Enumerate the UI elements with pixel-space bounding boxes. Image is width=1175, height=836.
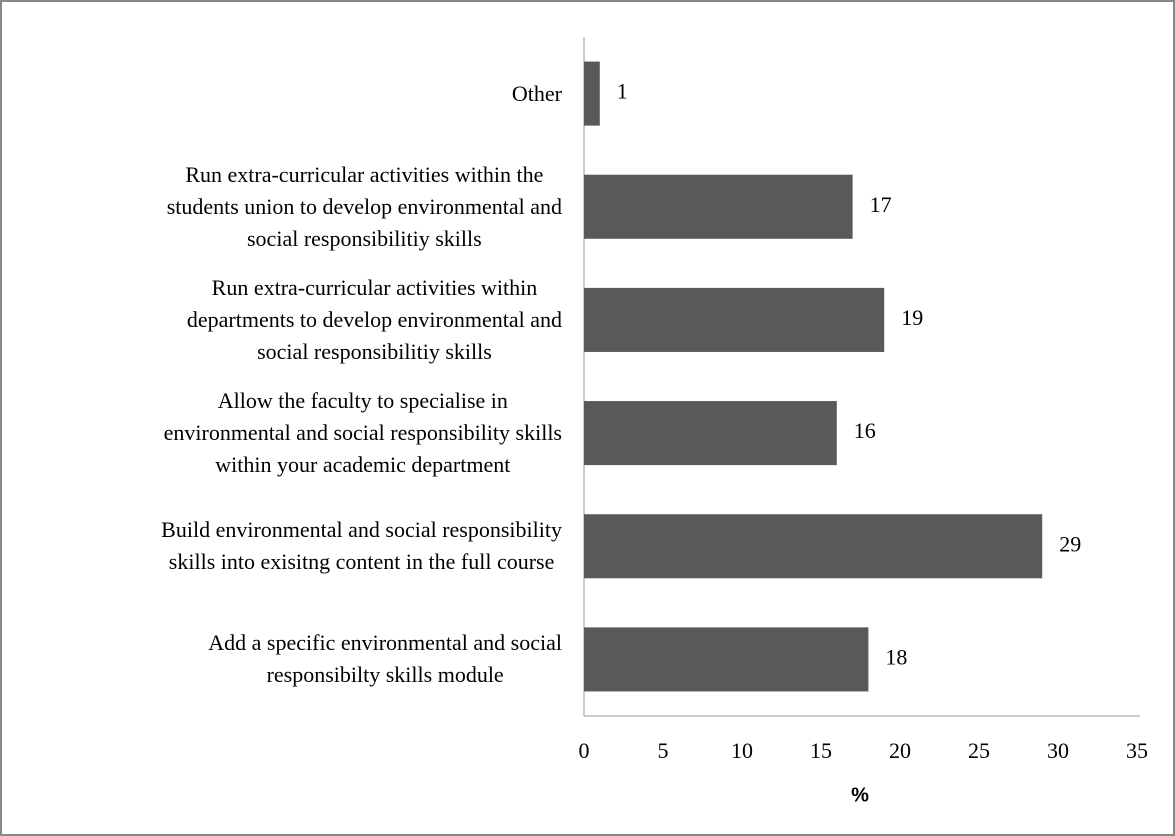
- value-label: 1: [617, 79, 628, 104]
- value-label: 29: [1059, 531, 1081, 556]
- bar: [584, 514, 1043, 579]
- bar: [584, 174, 853, 239]
- x-tick-label: 20: [889, 738, 911, 763]
- category-label-box: Add a specific environmental and social …: [0, 627, 562, 691]
- x-tick-label: 10: [731, 738, 753, 763]
- bar: [584, 61, 600, 126]
- y-tick-label: Run extra-curricular activities within d…: [186, 274, 562, 364]
- bar: [584, 287, 885, 352]
- bar: [584, 627, 869, 692]
- category-label-box: Run extra-curricular activities within d…: [0, 272, 562, 368]
- x-tick-label: 35: [1126, 738, 1148, 763]
- y-tick-label: Build environmental and social responsib…: [161, 517, 562, 575]
- y-tick-label: Other: [511, 80, 562, 106]
- value-label: 19: [901, 305, 923, 330]
- x-tick-label: 30: [1047, 738, 1069, 763]
- value-label: 18: [885, 644, 907, 669]
- x-tick-label: 15: [810, 738, 832, 763]
- x-tick-label: 25: [968, 738, 990, 763]
- category-label-box: Allow the faculty to specialise in envir…: [0, 385, 562, 481]
- category-label-box: Other: [0, 78, 562, 110]
- category-label-box: Build environmental and social responsib…: [0, 514, 562, 578]
- category-label-box: Run extra-curricular activities within t…: [0, 159, 562, 255]
- value-label: 17: [870, 192, 892, 217]
- y-tick-label: Allow the faculty to specialise in envir…: [163, 388, 562, 478]
- y-tick-label: Add a specific environmental and social …: [208, 630, 562, 688]
- y-tick-label: Run extra-curricular activities within t…: [166, 161, 562, 251]
- bar: [584, 401, 837, 466]
- x-tick-label: 5: [658, 738, 669, 763]
- value-label: 16: [854, 418, 876, 443]
- x-tick-label: 0: [579, 738, 590, 763]
- x-axis-label: %: [851, 784, 869, 806]
